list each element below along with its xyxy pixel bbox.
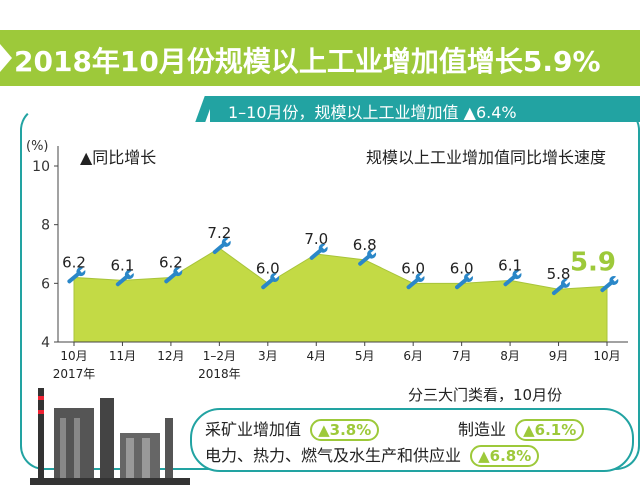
data-point (455, 273, 474, 290)
data-label: 6.2 (62, 253, 86, 271)
data-point (503, 270, 522, 287)
y-tick-label: 10 (32, 159, 50, 175)
data-label: 7.0 (304, 230, 328, 248)
x-tick-label: 6月 (403, 349, 423, 363)
data-point (164, 267, 183, 284)
x-tick-label: 3月 (258, 349, 278, 363)
breakdown-title: 分三大门类看，10月份 (408, 386, 563, 404)
subhead: 1–10月份，规模以上工业增加值 ▲6.4% (228, 99, 517, 123)
data-label: 6.1 (498, 256, 522, 274)
breakdown-item-manufacturing: 制造业 ▲6.1% (458, 416, 585, 441)
y-axis-label: (%) (26, 139, 49, 154)
data-point (358, 249, 377, 266)
data-point (67, 267, 86, 284)
legend-entry: ▲同比增长 (80, 148, 156, 167)
data-point (115, 270, 135, 287)
breakdown-item-label: 制造业 (458, 420, 507, 439)
subhead-strip (210, 96, 640, 122)
x-tick-label: 7月 (452, 349, 472, 363)
data-point (551, 278, 571, 296)
breakdown-item-value: ▲3.8% (310, 419, 380, 441)
banner-arrow-icon (0, 44, 12, 72)
breakdown-item-mining: 采矿业增加值 ▲3.8% (205, 416, 380, 441)
headline-banner (0, 30, 640, 86)
x-tick-label: 10月 (60, 349, 87, 363)
data-label: 6.2 (159, 253, 183, 271)
breakdown-item-value: ▲6.1% (515, 419, 585, 441)
factory-icon (30, 388, 190, 485)
data-label: 5.9 (570, 247, 616, 277)
x-tick-label: 10月 (593, 349, 620, 363)
x-tick-label: 12月 (157, 349, 184, 363)
data-point (309, 243, 328, 260)
subhead-label: 1–10月份，规模以上工业增加值 (228, 103, 459, 122)
data-label: 5.8 (547, 265, 571, 283)
data-label: 7.2 (207, 224, 231, 242)
data-label: 6.0 (256, 259, 280, 277)
y-tick-label: 6 (41, 276, 50, 292)
data-label: 6.1 (111, 256, 135, 274)
y-tick-label: 4 (41, 335, 50, 351)
data-label: 6.0 (401, 259, 425, 277)
data-label: 6.8 (353, 236, 377, 254)
data-point (600, 275, 619, 293)
headline: 2018年10月份规模以上工业增加值增长5.9% (14, 45, 601, 78)
breakdown-item-utilities: 电力、热力、燃气及水生产和供应业 ▲6.8% (205, 442, 540, 467)
y-tick-label: 8 (41, 218, 50, 234)
x-tick-label: 8月 (500, 349, 520, 363)
breakdown-item-value: ▲6.8% (470, 445, 540, 467)
chart-title: 规模以上工业增加值同比增长速度 (366, 148, 606, 167)
x-tick-label: 5月 (355, 349, 375, 363)
data-point (212, 237, 232, 254)
x-year-label: 2018年 (198, 367, 241, 381)
x-tick-label: 9月 (549, 349, 569, 363)
x-year-label: 2017年 (53, 367, 96, 381)
data-point (406, 273, 425, 290)
x-tick-label: 11月 (109, 349, 136, 363)
area-fill (73, 247, 608, 343)
data-point (261, 273, 280, 290)
x-tick-label: 4月 (306, 349, 326, 363)
subhead-value: ▲6.4% (463, 103, 517, 122)
data-label: 6.0 (450, 259, 474, 277)
breakdown-item-label: 采矿业增加值 (205, 420, 302, 439)
breakdown-item-label: 电力、热力、燃气及水生产和供应业 (205, 446, 462, 465)
x-tick-label: 1–2月 (203, 349, 236, 363)
